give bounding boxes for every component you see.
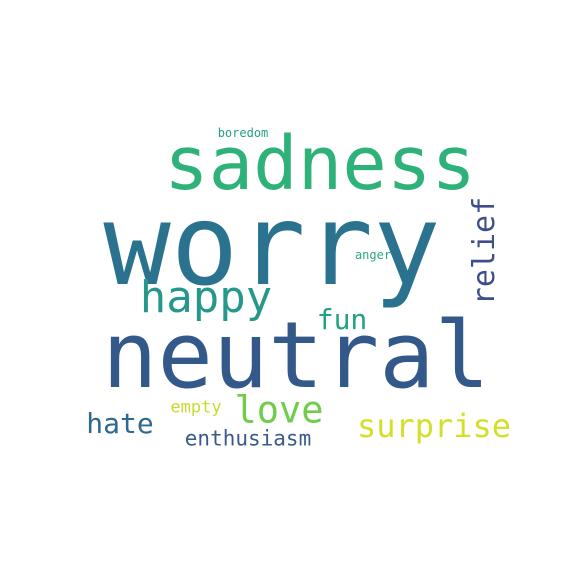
word-surprise: surprise: [356, 407, 512, 445]
word-neutral: neutral: [102, 302, 490, 409]
word-hate: hate: [86, 407, 154, 440]
word-love: love: [234, 388, 324, 432]
word-empty: empty: [170, 397, 222, 418]
word-anger: anger: [354, 248, 392, 262]
word-fun: fun: [316, 303, 368, 336]
word-boredom: boredom: [217, 126, 269, 140]
word-enthusiasm: enthusiasm: [184, 426, 312, 451]
word-happy: happy: [139, 272, 273, 323]
word-worry: worry: [103, 181, 441, 311]
word-sadness: sadness: [164, 121, 476, 207]
word-relief: relief: [467, 196, 502, 306]
